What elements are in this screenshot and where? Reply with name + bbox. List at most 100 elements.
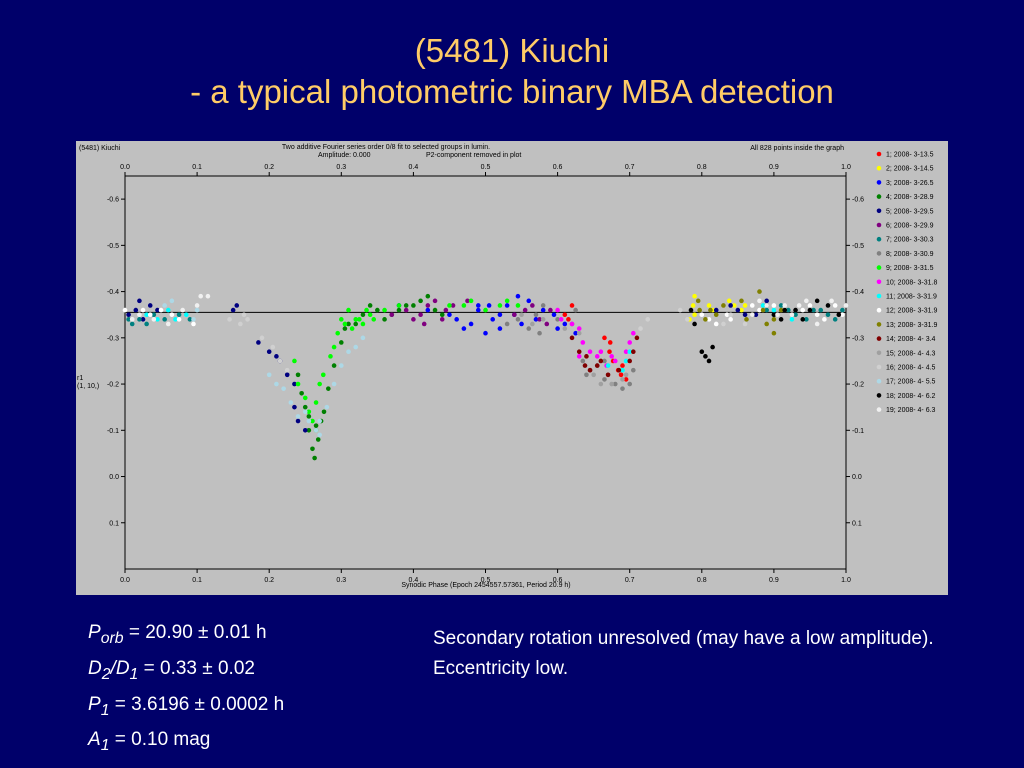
data-point-group-8: [620, 386, 625, 391]
data-point-group-14: [631, 349, 636, 354]
data-point-group-14: [594, 363, 600, 368]
data-point-group-18: [710, 344, 715, 350]
data-point-group-5: [147, 303, 153, 308]
data-point-group-1: [566, 317, 571, 322]
y-tick-label-left: 0.1: [109, 520, 119, 527]
data-point-group-4: [326, 386, 331, 391]
legend-marker-10: [876, 279, 882, 285]
data-point-group-4: [339, 340, 344, 345]
y-tick-label-right: -0.6: [852, 197, 864, 204]
data-point-group-18: [782, 307, 788, 313]
data-point-group-5: [140, 317, 146, 322]
data-point-group-3: [475, 307, 481, 313]
x-tick-label-bottom: 0.0: [120, 577, 130, 584]
data-point-group-17: [288, 400, 294, 405]
data-point-group-18: [699, 349, 705, 354]
legend-label-18: 18; 2008- 4- 6.2: [886, 393, 936, 400]
data-point-group-19: [843, 303, 849, 308]
data-point-group-14: [587, 367, 593, 373]
data-point-group-15: [623, 372, 629, 378]
data-point-group-14: [634, 335, 640, 341]
legend-marker-4: [876, 194, 882, 199]
data-point-group-17: [302, 409, 308, 415]
data-point-group-9: [313, 400, 319, 405]
data-point-group-6: [418, 312, 423, 318]
data-point-group-4: [295, 372, 301, 378]
data-point-group-3: [519, 321, 524, 327]
data-point-group-17: [360, 335, 366, 341]
legend-label-17: 17; 2008- 4- 5.5: [886, 379, 936, 386]
data-point-group-3: [573, 330, 578, 336]
data-point-group-8: [584, 372, 589, 378]
data-point-group-13: [703, 317, 708, 322]
data-point-group-6: [432, 298, 438, 304]
param-diameter-ratio: D2/D1 = 0.33 ± 0.02: [88, 654, 284, 690]
data-point-group-15: [620, 377, 625, 382]
data-point-group-9: [331, 344, 337, 350]
x-tick-label-top: 0.1: [192, 164, 202, 171]
title-line-2: - a typical photometric binary MBA detec…: [190, 73, 834, 110]
data-point-group-9: [367, 312, 373, 318]
data-point-group-16: [277, 358, 283, 364]
data-point-group-19: [749, 312, 755, 318]
data-point-group-16: [245, 317, 250, 322]
data-point-group-12: [749, 303, 755, 308]
data-point-group-13: [708, 307, 713, 313]
y-tick-label-left: 0.0: [109, 474, 119, 481]
x-tick-label-top: 0.6: [553, 164, 563, 171]
data-point-group-3: [447, 312, 452, 318]
legend-label-6: 6; 2008- 3-29.9: [886, 223, 934, 230]
data-point-group-15: [540, 317, 546, 322]
data-point-group-8: [580, 358, 586, 364]
legend-marker-19: [876, 407, 882, 412]
data-point-group-12: [176, 317, 182, 322]
data-point-group-9: [371, 317, 377, 322]
data-point-group-11: [789, 317, 795, 322]
data-point-group-18: [688, 307, 694, 313]
y-tick-label-left: -0.3: [107, 335, 119, 342]
data-point-group-6: [530, 303, 535, 308]
data-point-group-10: [627, 340, 632, 345]
data-point-group-16: [241, 312, 247, 318]
data-point-group-8: [612, 381, 618, 387]
param-p1: P1 = 3.6196 ± 0.0002 h: [88, 690, 284, 726]
data-point-group-9: [320, 372, 326, 378]
axis-ticks: 0.0 0.0 0.1 0.1 0.2 0.2 0.3 0.3 0.4 0.4 0.5 0.5 0.6 0…: [107, 164, 864, 584]
data-point-group-8: [540, 303, 546, 308]
data-point-group-6: [512, 312, 517, 318]
data-point-group-9: [339, 317, 344, 322]
header-center-line-1: Two additive Fourier series order 0/8 fi…: [282, 144, 490, 151]
data-point-group-4: [299, 391, 304, 396]
data-point-group-17: [162, 303, 167, 308]
data-point-group-5: [735, 307, 741, 313]
p1-symbol: P: [88, 693, 101, 715]
data-point-group-9: [328, 354, 333, 359]
data-point-group-3: [497, 312, 503, 318]
data-point-group-19: [194, 303, 200, 308]
data-point-group-2: [742, 303, 748, 308]
data-point-group-2: [739, 307, 744, 313]
data-point-group-4: [403, 303, 409, 308]
data-point-group-9: [360, 321, 366, 327]
data-point-group-9: [396, 303, 402, 308]
data-point-group-15: [562, 326, 568, 331]
data-point-group-17: [313, 427, 319, 433]
data-point-group-5: [155, 307, 160, 313]
data-point-group-8: [602, 358, 607, 364]
legend-label-4: 4; 2008- 3-28.9: [886, 194, 934, 201]
legend-label-3: 3; 2008- 3-26.5: [886, 180, 934, 187]
data-point-group-12: [728, 317, 733, 322]
legend-label-9: 9; 2008- 3-31.5: [886, 265, 934, 272]
x-tick-label-bottom: 0.8: [697, 577, 707, 584]
data-point-group-14: [598, 358, 604, 364]
x-tick-label-top: 0.9: [769, 164, 779, 171]
x-tick-label-top: 0.2: [264, 164, 274, 171]
data-point-group-1: [620, 363, 625, 368]
data-point-group-19: [814, 321, 820, 327]
data-point-group-13: [697, 307, 702, 313]
data-point-group-5: [256, 340, 261, 345]
data-point-group-13: [764, 321, 769, 327]
data-point-group-11: [183, 312, 189, 318]
data-point-group-12: [122, 307, 128, 313]
data-point-group-12: [724, 312, 730, 318]
